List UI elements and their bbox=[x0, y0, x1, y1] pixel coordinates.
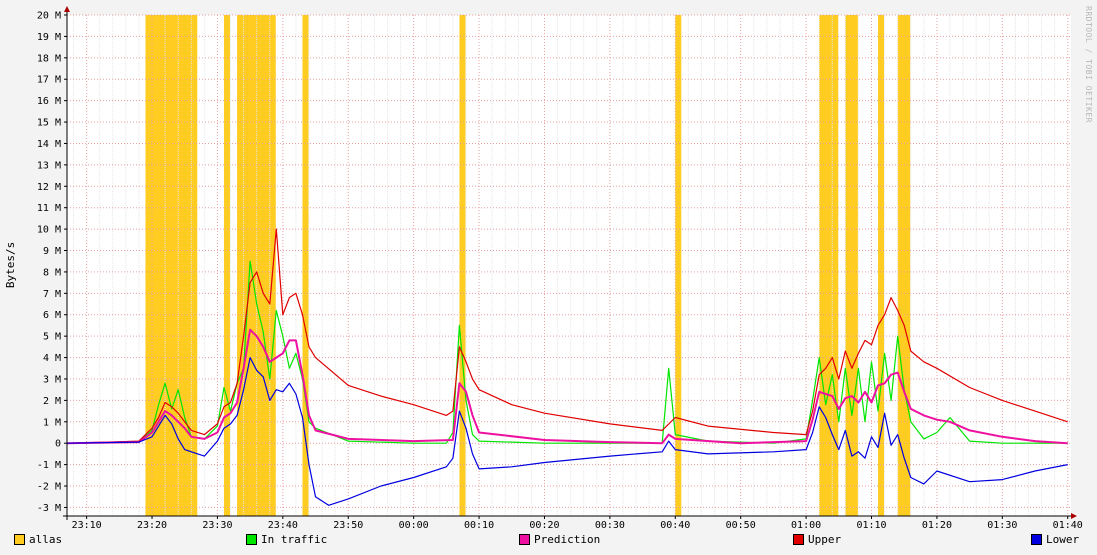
y-tick-label: 12 M bbox=[37, 182, 61, 193]
y-tick-label: 11 M bbox=[37, 203, 61, 214]
y-tick-label: 15 M bbox=[37, 118, 61, 129]
y-tick-label: 10 M bbox=[37, 225, 61, 236]
y-tick-label: 1 M bbox=[43, 417, 61, 428]
legend-item: allas bbox=[14, 533, 62, 546]
x-tick-label: 23:40 bbox=[268, 520, 298, 531]
allas-band bbox=[223, 15, 230, 516]
series-line-lower bbox=[66, 357, 1068, 506]
x-tick-label: 23:10 bbox=[72, 520, 102, 531]
y-tick-label: -3 M bbox=[37, 503, 61, 514]
y-tick-label: -2 M bbox=[37, 482, 61, 493]
y-tick-label: 19 M bbox=[37, 32, 61, 43]
legend-item: Upper bbox=[793, 533, 841, 546]
legend-label: Prediction bbox=[534, 533, 601, 546]
legend-label: In traffic bbox=[261, 533, 328, 546]
y-tick-label: 5 M bbox=[43, 332, 61, 343]
x-tick-label: 00:50 bbox=[726, 520, 756, 531]
allas-band bbox=[897, 15, 911, 516]
y-tick-label: 13 M bbox=[37, 160, 61, 171]
y-tick-label: 18 M bbox=[37, 53, 61, 64]
legend: allas In traffic Prediction Upper Lower bbox=[0, 533, 1097, 551]
y-tick-label: 4 M bbox=[43, 353, 61, 364]
y-tick-label: 17 M bbox=[37, 75, 61, 86]
x-tick-label: 01:20 bbox=[922, 520, 952, 531]
allas-band bbox=[878, 15, 885, 516]
legend-swatch bbox=[793, 534, 804, 545]
y-tick-label: 14 M bbox=[37, 139, 61, 150]
legend-swatch bbox=[246, 534, 257, 545]
legend-item: Lower bbox=[1031, 533, 1079, 546]
legend-swatch bbox=[519, 534, 530, 545]
y-axis-arrow bbox=[64, 6, 70, 12]
y-tick-label: 7 M bbox=[43, 289, 61, 300]
legend-label: Lower bbox=[1046, 533, 1080, 546]
y-tick-label: 6 M bbox=[43, 310, 61, 321]
allas-band bbox=[675, 15, 682, 516]
y-tick-label: 9 M bbox=[43, 246, 61, 257]
x-tick-label: 23:20 bbox=[137, 520, 167, 531]
legend-label: allas bbox=[29, 533, 63, 546]
allas-band bbox=[459, 15, 466, 516]
legend-swatch bbox=[14, 534, 25, 545]
y-axis-label: Bytes/s bbox=[4, 242, 17, 288]
x-tick-label: 01:00 bbox=[791, 520, 821, 531]
x-tick-label: 00:40 bbox=[660, 520, 690, 531]
series-line-upper bbox=[66, 228, 1068, 444]
x-tick-label: 01:30 bbox=[987, 520, 1017, 531]
legend-item: In traffic bbox=[246, 533, 327, 546]
x-tick-label: 01:10 bbox=[856, 520, 886, 531]
x-tick-label: 00:00 bbox=[399, 520, 429, 531]
allas-band bbox=[145, 15, 198, 516]
legend-item: Prediction bbox=[519, 533, 600, 546]
watermark: RRDTOOL / TOBI OETIKER bbox=[1084, 6, 1093, 123]
series-line-in-traffic bbox=[66, 260, 1068, 444]
y-tick-label: 2 M bbox=[43, 396, 61, 407]
y-tick-label: 3 M bbox=[43, 374, 61, 385]
allas-band bbox=[845, 15, 858, 516]
y-tick-label: 20 M bbox=[37, 11, 61, 22]
allas-band bbox=[302, 15, 309, 516]
legend-swatch bbox=[1031, 534, 1042, 545]
x-tick-label: 00:20 bbox=[529, 520, 559, 531]
x-axis-arrow bbox=[1071, 513, 1077, 519]
rrd-traffic-chart: 20 M 19 M 18 M 17 M 16 M 15 M 14 M 13 M 12 M 11 M… bbox=[4, 6, 1093, 531]
x-tick-label: 23:30 bbox=[202, 520, 232, 531]
x-tick-label: 00:10 bbox=[464, 520, 494, 531]
y-tick-label: 0 bbox=[55, 439, 61, 450]
y-tick-label: 16 M bbox=[37, 96, 61, 107]
y-tick-label: -1 M bbox=[37, 460, 61, 471]
x-tick-label: 23:50 bbox=[333, 520, 363, 531]
legend-label: Upper bbox=[808, 533, 842, 546]
series-line-prediction bbox=[66, 328, 1068, 445]
y-tick-label: 8 M bbox=[43, 267, 61, 278]
x-tick-label: 00:30 bbox=[595, 520, 625, 531]
x-tick-label: 01:40 bbox=[1053, 520, 1083, 531]
